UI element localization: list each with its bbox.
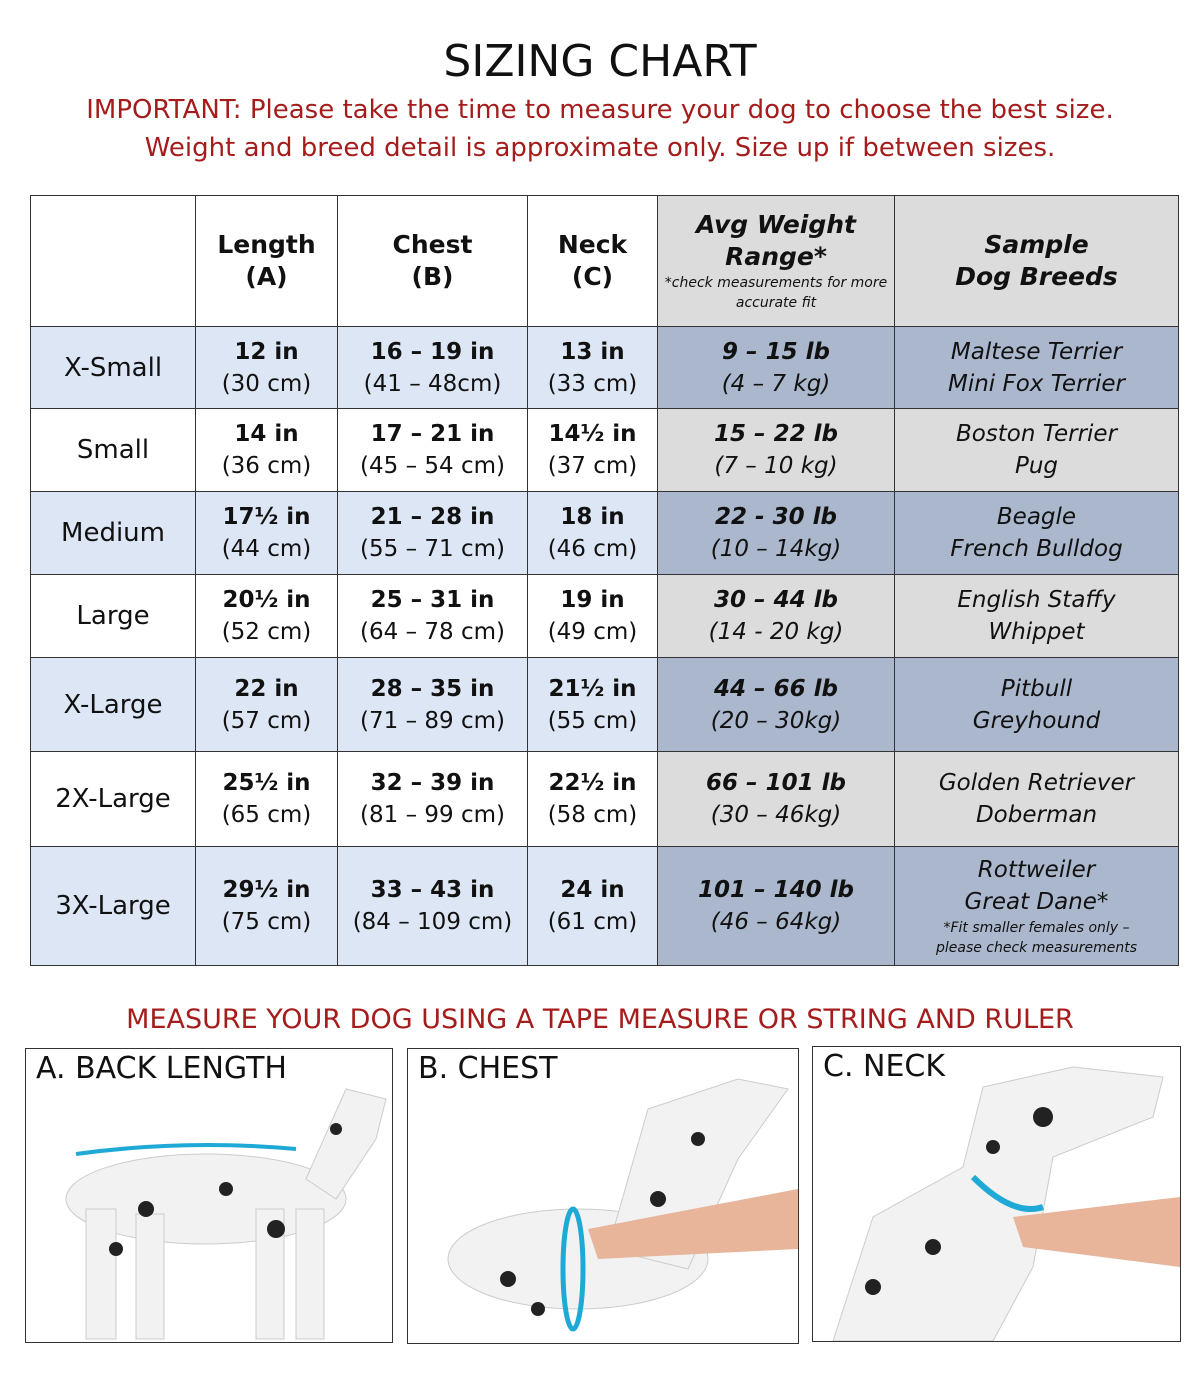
length-cell: 12 in (30 cm) — [195, 326, 338, 409]
chest-cell: 25 – 31 in (64 – 78 cm) — [337, 574, 528, 658]
dog-chest-illustration — [447, 1078, 798, 1332]
header-length: Length (A) — [195, 195, 338, 327]
photo-back-length: A. BACK LENGTH — [25, 1048, 393, 1343]
chest-cell: 28 – 35 in (71 – 89 cm) — [337, 657, 528, 752]
weight-cell: 66 – 101 lb (30 – 46kg) — [657, 751, 895, 847]
weight-cell: 44 – 66 lb (20 – 30kg) — [657, 657, 895, 752]
weight-cell: 22 - 30 lb (10 – 14kg) — [657, 491, 895, 575]
weight-cell: 30 – 44 lb (14 - 20 kg) — [657, 574, 895, 658]
table-row: Medium 17½ in (44 cm) 21 – 28 in (55 – 71 cm… — [30, 491, 1179, 575]
neck-cell: 22½ in (58 cm) — [527, 751, 658, 847]
size-label: 2X-Large — [30, 751, 196, 847]
breeds-cell: Beagle French Bulldog — [894, 491, 1179, 575]
header-neck: Neck (C) — [527, 195, 658, 327]
size-label: Large — [30, 574, 196, 658]
breeds-cell: Rottweiler Great Dane* *Fit smaller female… — [894, 846, 1179, 966]
photo-label: A. BACK LENGTH — [36, 1051, 287, 1086]
photo-chest: B. CHEST — [407, 1048, 799, 1344]
weight-cell: 9 – 15 lb (4 – 7 kg) — [657, 326, 895, 409]
table-row: X-Large 22 in (57 cm) 28 – 35 in (71 – 89 cm… — [30, 657, 1179, 752]
size-label: Small — [30, 408, 196, 492]
header-chest: Chest (B) — [337, 195, 528, 327]
length-cell: 17½ in (44 cm) — [195, 491, 338, 575]
neck-cell: 13 in (33 cm) — [527, 326, 658, 409]
length-cell: 14 in (36 cm) — [195, 408, 338, 492]
size-table: Length (A) Chest (B) Neck (C) Avg Weight Ran… — [30, 195, 1179, 966]
length-cell: 25½ in (65 cm) — [195, 751, 338, 847]
length-cell: 22 in (57 cm) — [195, 657, 338, 752]
header-row: Length (A) Chest (B) Neck (C) Avg Weight Ran… — [30, 195, 1179, 327]
breed-note: *Fit smaller females only – please check… — [935, 920, 1138, 956]
neck-cell: 18 in (46 cm) — [527, 491, 658, 575]
breeds-cell: Boston Terrier Pug — [894, 408, 1179, 492]
chest-cell: 16 – 19 in (41 – 48cm) — [337, 326, 528, 409]
neck-cell: 24 in (61 cm) — [527, 846, 658, 966]
photo-label: C. NECK — [823, 1049, 946, 1084]
measure-heading: MEASURE YOUR DOG USING A TAPE MEASURE OR… — [126, 1004, 1074, 1035]
neck-cell: 21½ in (55 cm) — [527, 657, 658, 752]
size-label: X-Large — [30, 657, 196, 752]
breeds-cell: Golden Retriever Doberman — [894, 751, 1179, 847]
approx-note: Weight and breed detail is approximate o… — [144, 133, 1056, 163]
weight-note: *check measurements for more accurate fi… — [664, 275, 888, 311]
dog-back-length-illustration — [65, 1088, 387, 1340]
size-label: X-Small — [30, 326, 196, 409]
page-title: SIZING CHART — [443, 36, 757, 87]
chest-cell: 32 – 39 in (81 – 99 cm) — [337, 751, 528, 847]
photo-label: B. CHEST — [418, 1051, 558, 1086]
chest-cell: 17 – 21 in (45 – 54 cm) — [337, 408, 528, 492]
table-row: X-Small 12 in (30 cm) 16 – 19 in (41 – 48cm)… — [30, 326, 1179, 409]
breeds-cell: English Staffy Whippet — [894, 574, 1179, 658]
photo-neck: C. NECK — [812, 1046, 1181, 1342]
size-label: Medium — [30, 491, 196, 575]
table-row: Large 20½ in (52 cm) 25 – 31 in (64 – 78 cm)… — [30, 574, 1179, 658]
neck-cell: 19 in (49 cm) — [527, 574, 658, 658]
header-weight: Avg Weight Range* *check measurements for … — [657, 195, 895, 327]
size-label: 3X-Large — [30, 846, 196, 966]
length-cell: 29½ in (75 cm) — [195, 846, 338, 966]
breeds-cell: Maltese Terrier Mini Fox Terrier — [894, 326, 1179, 409]
header-empty — [30, 195, 196, 327]
length-cell: 20½ in (52 cm) — [195, 574, 338, 658]
weight-cell: 15 – 22 lb (7 – 10 kg) — [657, 408, 895, 492]
table-row: 2X-Large 25½ in (65 cm) 32 – 39 in (81 – 99 … — [30, 751, 1179, 847]
header-breeds: Sample Dog Breeds — [894, 195, 1179, 327]
chest-cell: 21 – 28 in (55 – 71 cm) — [337, 491, 528, 575]
chest-cell: 33 – 43 in (84 – 109 cm) — [337, 846, 528, 966]
breeds-cell: Pitbull Greyhound — [894, 657, 1179, 752]
weight-cell: 101 – 140 lb (46 – 64kg) — [657, 846, 895, 966]
dog-neck-illustration — [832, 1066, 1180, 1341]
table-row: Small 14 in (36 cm) 17 – 21 in (45 – 54 cm) 1… — [30, 408, 1179, 492]
table-row: 3X-Large 29½ in (75 cm) 33 – 43 in (84 – 109… — [30, 846, 1179, 966]
neck-cell: 14½ in (37 cm) — [527, 408, 658, 492]
important-note: IMPORTANT: Please take the time to measu… — [86, 95, 1114, 125]
